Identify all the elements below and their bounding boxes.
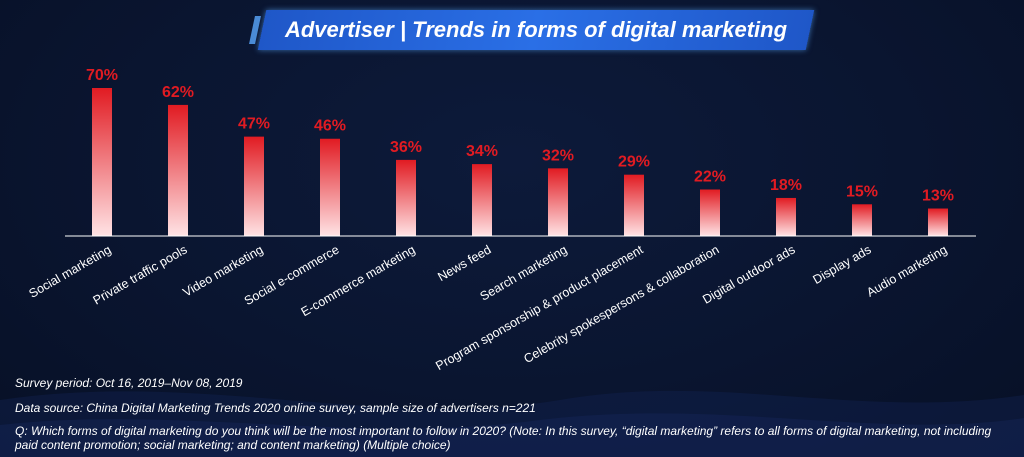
bar <box>624 174 644 236</box>
category-label: News feed <box>435 242 493 284</box>
bar <box>320 138 340 236</box>
bar-value-label: 29% <box>618 154 650 171</box>
bar-value-label: 70% <box>86 67 118 84</box>
bar <box>396 159 416 236</box>
bar <box>852 204 872 236</box>
bar <box>92 88 112 236</box>
bar <box>700 189 720 236</box>
bar <box>472 164 492 236</box>
survey-period-note: Survey period: Oct 16, 2019–Nov 08, 2019 <box>15 376 243 390</box>
bar <box>776 197 796 236</box>
bar-value-label: 13% <box>922 188 954 205</box>
bar-value-label: 46% <box>314 118 346 135</box>
category-label: Audio marketing <box>864 242 949 299</box>
bar <box>548 168 568 236</box>
bar-value-label: 36% <box>390 139 422 156</box>
bar <box>928 208 948 236</box>
bar-value-label: 15% <box>846 183 878 200</box>
bar-value-label: 18% <box>770 177 802 194</box>
bar-value-label: 32% <box>542 147 574 164</box>
category-label: Display ads <box>811 242 874 286</box>
chart-title: Advertiser | Trends in forms of digital … <box>284 17 788 42</box>
bar <box>168 104 188 237</box>
bar-value-label: 62% <box>162 84 194 101</box>
survey-question-note: Q: Which forms of digital marketing do y… <box>15 424 992 452</box>
bar-value-label: 34% <box>466 143 498 160</box>
bar <box>244 136 264 236</box>
bar-value-label: 47% <box>238 116 270 133</box>
data-source-note: Data source: China Digital Marketing Tre… <box>15 401 536 415</box>
bar-value-label: 22% <box>694 168 726 185</box>
